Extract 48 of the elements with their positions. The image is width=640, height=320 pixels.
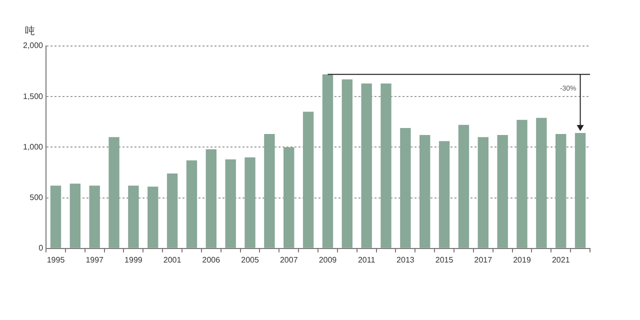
x-tick-label: 2006 xyxy=(202,255,221,264)
bar xyxy=(380,83,392,248)
x-tick-label: 2017 xyxy=(474,255,493,264)
bar xyxy=(342,79,352,248)
x-tick-label: 1997 xyxy=(86,255,104,264)
bar xyxy=(50,186,62,248)
bar xyxy=(284,147,294,248)
bar xyxy=(497,135,508,248)
x-tick-label: 2011 xyxy=(358,255,376,264)
bar xyxy=(574,133,586,248)
bar xyxy=(70,184,81,248)
bar xyxy=(244,157,256,248)
y-tick-label: 2,000 xyxy=(22,41,44,50)
bar xyxy=(108,137,120,248)
bar xyxy=(186,160,198,248)
x-tick-label: 1999 xyxy=(124,255,143,264)
x-tick-label: 2021 xyxy=(552,255,570,264)
y-tick-label: 1,000 xyxy=(22,142,44,152)
x-tick-label: 2009 xyxy=(318,255,338,264)
bar xyxy=(322,74,334,248)
x-tick-label: 2013 xyxy=(396,255,415,264)
x-tick-label: 2005 xyxy=(241,255,260,264)
bar xyxy=(302,112,314,248)
x-tick-label: 1995 xyxy=(46,255,66,264)
bar xyxy=(400,128,411,248)
y-tick-label: 500 xyxy=(30,193,44,202)
y-tick-label: 1,500 xyxy=(22,92,44,101)
bar xyxy=(438,141,450,248)
x-tick-label: 2015 xyxy=(435,255,454,264)
bar xyxy=(478,137,488,248)
bar xyxy=(89,186,100,248)
bar xyxy=(536,118,547,248)
bar xyxy=(458,124,470,248)
bar xyxy=(206,149,216,248)
bar xyxy=(128,186,139,248)
x-tick-label: 2007 xyxy=(280,255,298,264)
y-tick-label: 0 xyxy=(38,244,44,253)
bar xyxy=(556,134,566,248)
bar xyxy=(166,174,178,248)
y-axis-title: 吨 xyxy=(25,24,35,37)
bar xyxy=(264,134,275,248)
bar xyxy=(420,135,430,248)
bar xyxy=(225,159,236,248)
bar xyxy=(148,186,158,248)
bar xyxy=(361,83,372,248)
x-tick-label: 2019 xyxy=(513,255,532,264)
x-tick-label: 2001 xyxy=(163,255,182,264)
bar xyxy=(516,120,528,248)
